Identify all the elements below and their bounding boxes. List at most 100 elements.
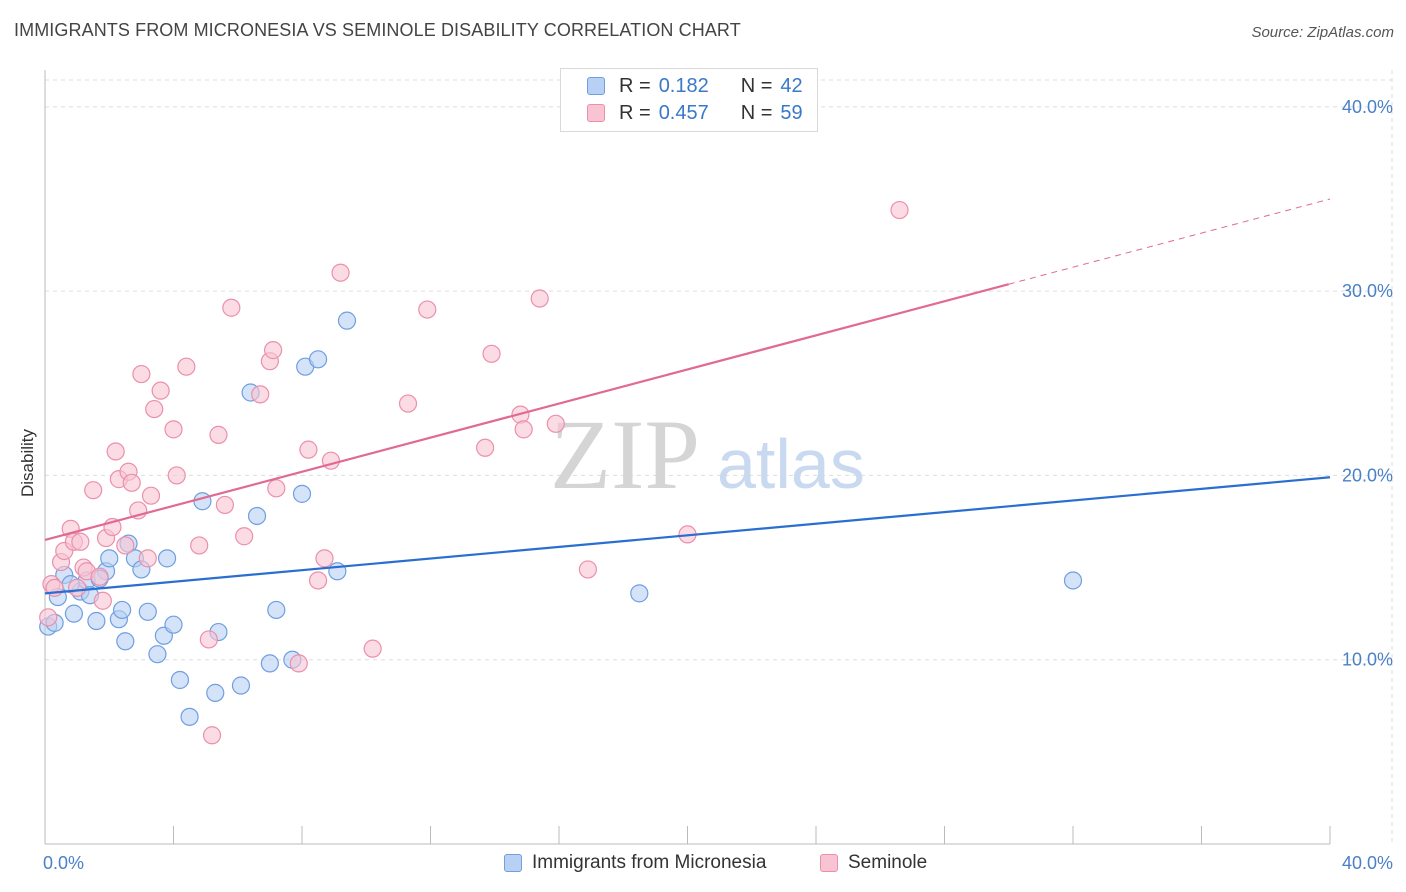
point-micronesia [630,584,649,603]
x-tick-label: 0.0% [43,853,84,873]
y-tick-label: 20.0% [1342,465,1393,485]
legend-swatch-seminole [587,104,605,122]
trend-line-seminole [44,283,1010,541]
series-swatch-micronesia [504,854,522,872]
point-micronesia [193,492,212,511]
point-seminole [222,298,241,317]
point-micronesia [247,506,267,526]
point-seminole [141,486,161,505]
point-seminole [514,420,533,439]
series-swatch-seminole [820,854,838,872]
legend-row-seminole: R = 0.457 N = 59 [587,100,803,126]
point-micronesia [337,311,357,330]
point-micronesia [292,484,312,503]
point-seminole [202,726,222,745]
point-micronesia [1063,571,1083,590]
point-seminole [235,527,254,546]
point-seminole [93,591,112,610]
chart-title: IMMIGRANTS FROM MICRONESIA VS SEMINOLE D… [14,20,741,40]
point-seminole [398,394,418,413]
point-seminole [363,639,382,658]
point-micronesia [260,654,279,673]
watermark-zip: ZIP [550,399,700,510]
point-seminole [267,479,286,498]
point-seminole [199,630,218,649]
legend-swatch-micronesia [587,77,605,95]
legend-n-value: 42 [780,74,803,97]
point-seminole [299,440,318,459]
point-micronesia [157,549,177,568]
legend-n-label: N = [740,74,773,97]
series-legend-micronesia[interactable]: Immigrants from Micronesia [504,852,766,874]
point-seminole [138,549,157,568]
point-seminole [71,532,90,551]
point-seminole [106,442,125,461]
x-tick-label: 40.0% [1342,853,1393,873]
point-micronesia [267,600,286,620]
point-micronesia [170,670,190,690]
watermark-atlas: atlas [717,425,865,503]
point-seminole [145,399,164,419]
point-seminole [418,300,437,319]
point-seminole [132,364,151,384]
point-micronesia [206,683,225,702]
point-seminole [546,414,565,433]
point-micronesia [308,350,328,369]
series-legend-label: Seminole [848,852,928,873]
point-micronesia [100,549,119,568]
watermark: ZIP atlas [550,399,865,510]
y-tick-label: 30.0% [1342,281,1393,301]
point-seminole [68,578,87,597]
tick-labels: 10.0% 20.0% 30.0% 40.0% 0.0% 40.0% [43,97,1393,873]
point-seminole [84,481,103,500]
point-micronesia [64,604,84,623]
y-tick-label: 40.0% [1342,97,1393,117]
point-seminole [251,385,270,404]
point-micronesia [164,615,183,634]
legend-row-micronesia: R = 0.182 N = 42 [587,73,803,99]
y-axis-label: Disability [18,428,37,497]
point-micronesia [231,676,251,695]
point-seminole [122,473,141,492]
grid-lines [45,70,1393,844]
point-seminole [482,344,501,363]
series-legend-seminole[interactable]: Seminole [820,852,927,874]
point-seminole [289,654,308,673]
legend-n-label: N = [740,101,773,124]
series-legend: Immigrants from Micronesia Seminole [0,852,1406,878]
axes [44,70,1331,845]
point-seminole [308,571,328,590]
point-seminole [177,357,196,376]
point-seminole [190,536,209,555]
correlation-legend: R = 0.182 N = 42 R = 0.457 N = 59 [560,68,818,132]
trend-lines [44,198,1331,595]
point-seminole [151,381,170,400]
y-tick-label: 10.0% [1342,650,1393,670]
data-points [39,200,1083,745]
point-micronesia [116,632,135,651]
legend-r-value: 0.457 [658,101,709,124]
legend-n-value: 59 [780,101,803,124]
legend-r-label: R = [619,74,651,97]
point-micronesia [148,645,167,664]
point-micronesia [87,611,106,631]
point-seminole [331,263,350,282]
series-legend-label: Immigrants from Micronesia [532,852,767,873]
point-micronesia [328,562,347,581]
point-micronesia [180,707,199,726]
point-seminole [890,200,909,220]
point-seminole [209,425,228,444]
trend-line-extension-seminole [1008,198,1331,285]
legend-r-label: R = [619,101,651,124]
point-seminole [578,560,598,579]
point-seminole [167,466,186,485]
trend-line-micronesia [44,476,1331,595]
point-seminole [39,608,58,627]
point-seminole [530,289,549,308]
point-seminole [476,438,495,457]
legend-r-value: 0.182 [658,74,709,97]
point-seminole [164,420,183,439]
source-credit: Source: ZipAtlas.com [1251,24,1394,41]
point-seminole [315,549,334,568]
